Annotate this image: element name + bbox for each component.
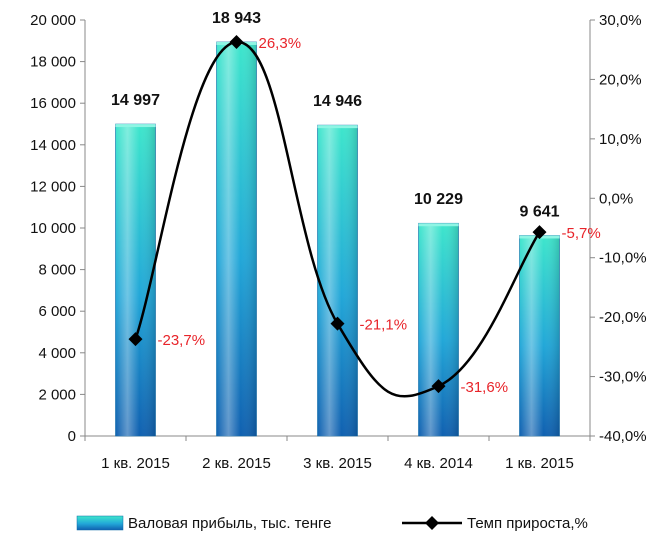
growth-rate-label: 26,3% xyxy=(259,35,302,52)
left-axis-tick-label: 12 000 xyxy=(30,178,76,195)
left-axis-tick-label: 14 000 xyxy=(30,137,76,154)
bar-value-label: 10 229 xyxy=(414,191,463,208)
bar-value-label: 18 943 xyxy=(212,10,261,27)
growth-rate-marker xyxy=(229,34,244,49)
growth-rate-line xyxy=(134,40,541,398)
legend-bar-swatch xyxy=(76,515,124,531)
right-axis-tick-label: 20,0% xyxy=(599,71,642,88)
growth-rate-label: -5,7% xyxy=(562,225,601,242)
left-axis-tick-label: 0 xyxy=(68,428,76,445)
growth-rate-marker xyxy=(532,225,547,240)
left-axis-tick-label: 18 000 xyxy=(30,54,76,71)
legend: Валовая прибыль, тыс. тенге Темп прирост… xyxy=(76,515,588,532)
growth-rate-marker xyxy=(431,379,446,394)
right-axis-tick-label: -40,0% xyxy=(599,428,647,445)
bar-highlight xyxy=(317,125,358,436)
legend-line-marker xyxy=(425,516,439,530)
growth-rate-marker xyxy=(330,316,345,331)
x-axis-tick-label: 1 кв. 2015 xyxy=(101,455,170,472)
bar-top xyxy=(317,125,358,129)
left-axis-tick-label: 8 000 xyxy=(38,262,76,279)
growth-rate-label: -31,6% xyxy=(461,379,509,396)
left-axis-tick-label: 16 000 xyxy=(30,95,76,112)
right-axis-tick-label: -10,0% xyxy=(599,250,647,267)
bar-value-label: 9 641 xyxy=(519,203,559,220)
left-axis-tick-label: 4 000 xyxy=(38,345,76,362)
growth-rate-marker xyxy=(128,332,143,347)
bar-highlight xyxy=(216,41,257,437)
right-axis-tick-label: -30,0% xyxy=(599,369,647,386)
x-axis-tick-label: 1 кв. 2015 xyxy=(505,455,574,472)
right-axis-tick-label: 0,0% xyxy=(599,190,633,207)
bar-highlight xyxy=(115,124,156,436)
right-axis-tick-label: -20,0% xyxy=(599,309,647,326)
bar-value-label: 14 997 xyxy=(111,92,160,109)
right-axis-tick-label: 10,0% xyxy=(599,131,642,148)
right-axis-tick-label: 30,0% xyxy=(599,12,642,29)
x-axis-tick-label: 3 кв. 2015 xyxy=(303,455,372,472)
legend-line-label: Темп прироста,% xyxy=(467,515,588,532)
left-axis-tick-label: 2 000 xyxy=(38,386,76,403)
left-axis-tick-label: 20 000 xyxy=(30,12,76,29)
x-axis-tick-label: 4 кв. 2014 xyxy=(404,455,473,472)
left-axis-tick-label: 6 000 xyxy=(38,303,76,320)
growth-rate-label: -23,7% xyxy=(158,332,206,349)
x-axis-tick-label: 2 кв. 2015 xyxy=(202,455,271,472)
bar-highlight xyxy=(519,235,560,436)
bar-value-label: 14 946 xyxy=(313,93,362,110)
growth-rate-label: -21,1% xyxy=(360,317,408,334)
bar-top xyxy=(418,223,459,227)
legend-bar-label: Валовая прибыль, тыс. тенге xyxy=(128,515,331,532)
bar-top xyxy=(115,124,156,128)
bar-highlight xyxy=(418,223,459,436)
left-axis-tick-label: 10 000 xyxy=(30,220,76,237)
